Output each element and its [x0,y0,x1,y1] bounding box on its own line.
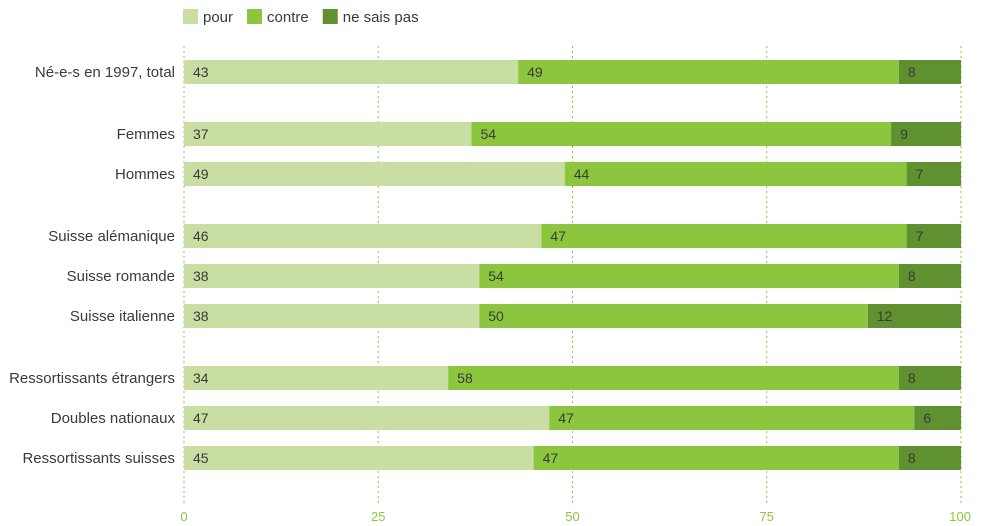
value-label-6-0: 34 [193,370,209,386]
bar-4-2 [898,264,961,288]
value-label-7-0: 47 [193,410,209,426]
category-label-3: Suisse alémanique [48,228,175,245]
bar-5-0 [184,304,480,328]
x-tick-label-3: 75 [760,509,774,524]
category-label-6: Ressortissants étrangers [9,370,175,387]
category-label-8: Ressortissants suisses [22,450,175,467]
x-tick-label-1: 25 [371,509,385,524]
x-tick-label-2: 50 [565,509,579,524]
legend-label-0: pour [203,9,233,26]
category-labels: Né-e-s en 1997, total Femmes Hommes Suisse … [9,64,175,467]
value-label-0-1: 49 [527,64,543,80]
bar-3-0 [184,224,542,248]
category-label-0: Né-e-s en 1997, total [35,64,175,81]
value-label-3-2: 7 [916,228,924,244]
bar-6-0 [184,366,449,390]
bar-2-1 [564,162,907,186]
legend-swatch-0 [183,9,198,24]
legend-swatch-2 [322,9,338,24]
bar-0-0 [184,60,519,84]
value-label-5-1: 50 [488,308,504,324]
category-label-2: Hommes [115,166,175,183]
value-label-1-0: 37 [193,126,209,142]
bar-2-2 [906,162,961,186]
bar-2-0 [184,162,565,186]
value-label-4-1: 54 [488,268,504,284]
value-label-1-2: 9 [900,126,908,142]
legend: pour contre ne sais pas [183,9,419,26]
legend-label-2: ne sais pas [343,9,419,26]
category-label-7: Doubles nationaux [51,410,176,427]
bar-6-1 [448,366,899,390]
bar-1-0 [184,122,472,146]
value-label-4-2: 8 [908,268,916,284]
value-label-0-2: 8 [908,64,916,80]
value-label-3-1: 47 [550,228,566,244]
value-label-2-1: 44 [574,166,590,182]
legend-swatch-1 [247,9,263,24]
bar-5-1 [479,304,868,328]
bar-0-2 [898,60,961,84]
value-label-8-0: 45 [193,450,209,466]
bar-8-1 [533,446,899,470]
value-label-5-2: 12 [877,308,893,324]
bar-8-0 [184,446,534,470]
bars: 43 49 8 37 54 9 49 44 7 46 47 7 38 54 8 38 50 12 34 58 8 47 47… [184,60,961,470]
category-label-5: Suisse italienne [70,308,175,325]
bar-7-0 [184,406,550,430]
value-label-0-0: 43 [193,64,209,80]
value-label-8-1: 47 [543,450,559,466]
bar-4-0 [184,264,480,288]
bar-4-1 [479,264,899,288]
bar-0-1 [518,60,899,84]
x-tick-label-4: 100 [949,509,971,524]
value-label-5-0: 38 [193,308,209,324]
value-label-1-1: 54 [480,126,496,142]
value-label-7-1: 47 [558,410,574,426]
x-axis-ticks: 0 25 50 75 100 [180,509,971,524]
category-label-1: Femmes [117,126,175,143]
value-label-3-0: 46 [193,228,209,244]
bar-5-2 [867,304,961,328]
bar-8-2 [898,446,961,470]
value-label-6-1: 58 [457,370,473,386]
bar-6-2 [898,366,961,390]
bar-3-2 [906,224,961,248]
value-label-2-0: 49 [193,166,209,182]
value-label-4-0: 38 [193,268,209,284]
bar-7-1 [549,406,915,430]
value-label-2-2: 7 [916,166,924,182]
category-label-4: Suisse romande [67,268,175,285]
x-tick-label-0: 0 [180,509,187,524]
legend-label-1: contre [267,9,309,26]
value-label-7-2: 6 [923,410,931,426]
bar-1-1 [471,122,892,146]
bar-3-1 [541,224,907,248]
value-label-8-2: 8 [908,450,916,466]
value-label-6-2: 8 [908,370,916,386]
bar-7-2 [914,406,961,430]
bar-1-2 [891,122,961,146]
